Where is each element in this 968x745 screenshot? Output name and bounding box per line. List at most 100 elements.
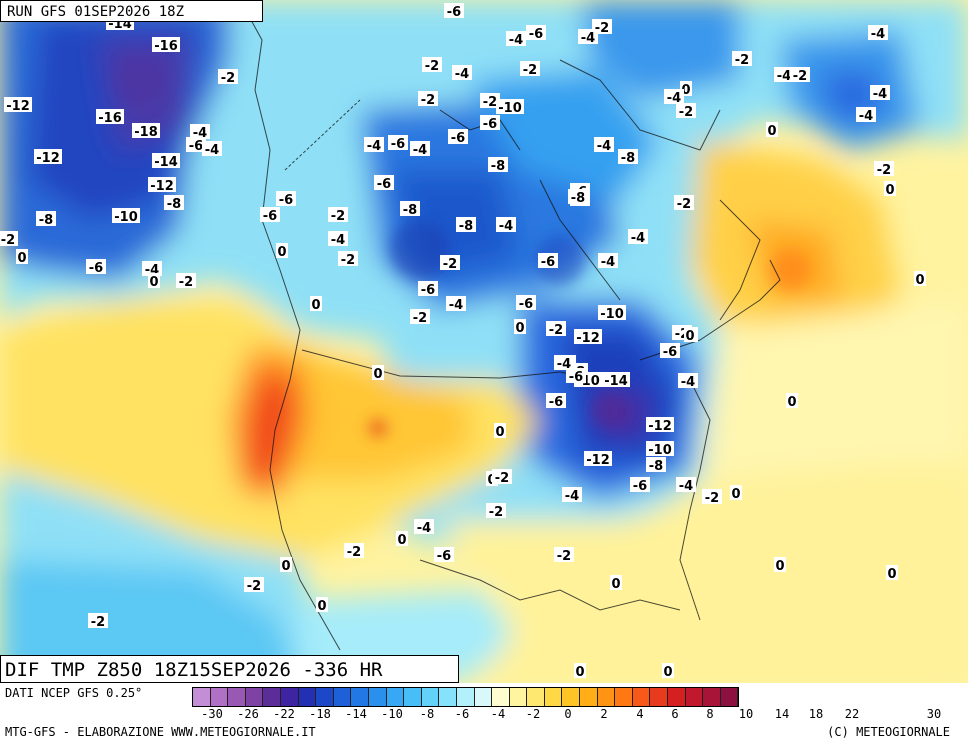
map-value-label: -8 — [646, 457, 666, 474]
svg-text:0: 0 — [373, 367, 382, 382]
color-swatch — [316, 688, 334, 706]
map-value-label: -4 — [774, 67, 794, 84]
svg-text:0: 0 — [775, 559, 784, 574]
svg-text:0: 0 — [767, 124, 776, 139]
map-value-label: -2 — [0, 231, 18, 248]
color-swatch — [720, 688, 739, 706]
svg-text:-6: -6 — [549, 395, 563, 410]
svg-text:-12: -12 — [150, 179, 174, 194]
svg-text:-4: -4 — [455, 67, 469, 82]
svg-text:-2: -2 — [221, 71, 235, 86]
color-scale-tick: 22 — [844, 707, 860, 721]
map-value-label: 0 — [16, 249, 28, 266]
map-value-label: -2 — [244, 577, 264, 594]
color-scale-tick: 0 — [564, 707, 572, 721]
map-value-label: 0 — [886, 565, 898, 582]
map-value-label: -8 — [568, 189, 588, 206]
svg-text:-12: -12 — [648, 419, 672, 434]
map-value-label: 0 — [884, 181, 896, 198]
map-value-label: -4 — [868, 25, 888, 42]
map-value-label: -4 — [856, 107, 876, 124]
svg-text:-4: -4 — [449, 298, 463, 313]
map-value-label: -6 — [566, 368, 586, 385]
run-info-label: RUN GFS 01SEP2026 18Z — [0, 0, 263, 22]
svg-text:-2: -2 — [413, 311, 427, 326]
color-swatch — [527, 688, 545, 706]
color-swatch — [421, 688, 440, 706]
map-value-label: -2 — [480, 93, 500, 110]
svg-text:-6: -6 — [189, 139, 203, 154]
svg-text:-4: -4 — [681, 375, 695, 390]
svg-text:-4: -4 — [417, 521, 431, 536]
map-value-label: -4 — [506, 31, 526, 48]
svg-text:-4: -4 — [413, 143, 427, 158]
svg-text:-4: -4 — [367, 139, 381, 154]
map-value-label: -4 — [628, 229, 648, 246]
color-swatch — [368, 688, 387, 706]
map-value-label: -4 — [598, 253, 618, 270]
color-swatch — [632, 688, 651, 706]
svg-text:0: 0 — [787, 395, 796, 410]
svg-text:-6: -6 — [633, 479, 647, 494]
color-scale-tick: -10 — [381, 707, 403, 721]
svg-text:-2: -2 — [179, 275, 193, 290]
color-swatch — [685, 688, 704, 706]
map-value-label: -6 — [526, 25, 546, 42]
svg-text:-4: -4 — [565, 489, 579, 504]
map-value-label: -6 — [86, 259, 106, 276]
map-value-label: -2 — [410, 309, 430, 326]
svg-text:0: 0 — [281, 559, 290, 574]
svg-text:-6: -6 — [437, 549, 451, 564]
color-swatch — [492, 688, 510, 706]
map-value-label: -6 — [186, 137, 206, 154]
svg-text:-12: -12 — [6, 99, 30, 114]
color-scale-tick: 10 — [738, 707, 754, 721]
svg-text:-8: -8 — [571, 191, 585, 206]
svg-text:-10: -10 — [114, 210, 138, 225]
svg-text:-6: -6 — [89, 261, 103, 276]
svg-text:0: 0 — [685, 329, 694, 344]
color-swatch — [580, 688, 598, 706]
color-swatch — [210, 688, 229, 706]
color-scale-tick: -14 — [345, 707, 367, 721]
svg-text:-8: -8 — [459, 219, 473, 234]
map-value-label: -6 — [276, 191, 296, 208]
color-scale-tick: 4 — [636, 707, 644, 721]
map-value-label: -12 — [646, 417, 674, 434]
map-value-label: -4 — [676, 477, 696, 494]
map-value-label: 0 — [310, 296, 322, 313]
color-swatch — [509, 688, 528, 706]
color-swatch — [280, 688, 299, 706]
svg-text:-2: -2 — [677, 197, 691, 212]
color-swatch — [650, 688, 669, 706]
svg-text:0: 0 — [17, 251, 26, 266]
svg-text:-2: -2 — [705, 491, 719, 506]
map-value-label: -2 — [328, 207, 348, 224]
map-title: DIF TMP Z850 18Z15SEP2026 -336 HR — [0, 655, 459, 683]
map-value-label: 0 — [316, 597, 328, 614]
svg-text:-18: -18 — [134, 125, 158, 140]
map-value-label: 0 — [372, 365, 384, 382]
map-value-label: -4 — [328, 231, 348, 248]
map-value-label: 0 — [396, 531, 408, 548]
map-value-label: -2 — [492, 469, 512, 486]
map-value-label: -10 — [646, 441, 674, 458]
svg-text:-6: -6 — [263, 209, 277, 224]
color-swatch — [386, 688, 405, 706]
map-value-label: 0 — [662, 663, 674, 680]
svg-text:-2: -2 — [425, 59, 439, 74]
map-value-label: -2 — [676, 103, 696, 120]
map-value-label: 0 — [684, 327, 696, 344]
color-scale-tick: -26 — [237, 707, 259, 721]
map-value-label: -4 — [446, 296, 466, 313]
map-value-label: 0 — [276, 243, 288, 260]
svg-text:-6: -6 — [483, 117, 497, 132]
svg-text:-2: -2 — [735, 53, 749, 68]
svg-text:-4: -4 — [597, 139, 611, 154]
map-value-label: -14 — [602, 372, 630, 389]
map-value-label: -18 — [132, 123, 160, 140]
svg-text:-2: -2 — [1, 233, 15, 248]
map-value-label: -16 — [96, 109, 124, 126]
footer-copyright: (C) METEOGIORNALE — [827, 725, 950, 739]
map-value-label: -8 — [488, 157, 508, 174]
